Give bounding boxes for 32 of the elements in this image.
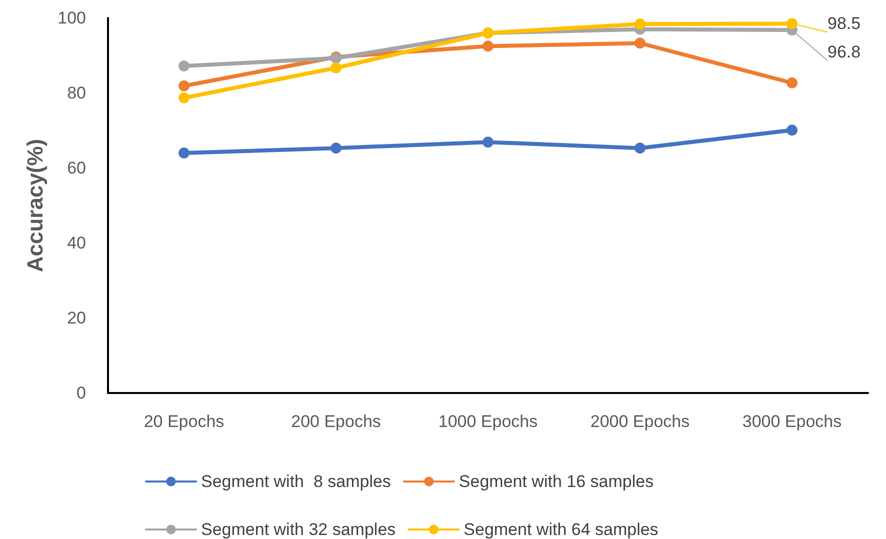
point — [330, 62, 342, 74]
data-label: 98.5 — [828, 14, 861, 34]
legend-label: Segment with 16 samples — [458, 472, 654, 491]
y-tick-label: 60 — [67, 158, 86, 178]
point — [482, 136, 494, 148]
x-tick-label: 2000 Epochs — [590, 412, 690, 431]
x-tick-label: 20 Epochs — [144, 412, 224, 431]
point — [634, 18, 646, 30]
point — [178, 60, 190, 72]
x-tick-label: 1000 Epochs — [438, 412, 538, 431]
y-axis-title: Accuracy(%) — [22, 138, 48, 272]
point — [178, 148, 190, 158]
y-tick-label: 100 — [58, 8, 86, 28]
data-label: 96.8 — [828, 42, 861, 62]
point — [634, 142, 646, 154]
legend-label: Segment with 64 samples — [464, 520, 658, 539]
y-tick-label: 80 — [67, 84, 86, 102]
y-tick-label: 20 — [67, 308, 86, 328]
point — [178, 80, 190, 92]
x-tick-label: 3000 Epochs — [742, 412, 842, 431]
y-tick-label: 40 — [67, 234, 86, 252]
x-tick-label: 200 Epochs — [291, 412, 381, 431]
point — [786, 18, 798, 30]
point — [634, 38, 646, 49]
point — [330, 142, 342, 154]
legend-label: Segment with 8 samples — [201, 472, 391, 491]
point — [178, 92, 190, 104]
y-tick-label: 0 — [76, 384, 86, 402]
point — [786, 124, 798, 136]
point — [482, 40, 494, 52]
legend-label: Segment with 32 samples — [201, 520, 396, 539]
point — [786, 77, 798, 88]
